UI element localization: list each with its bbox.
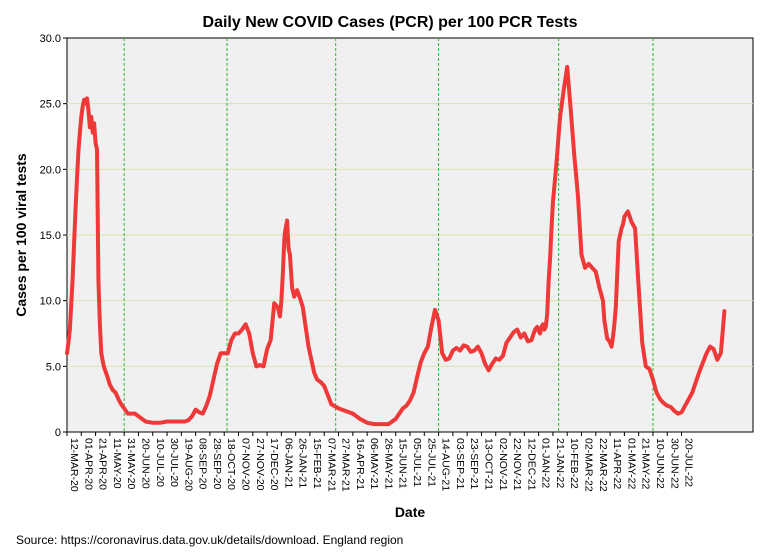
x-tick-label: 20-JUN-20	[139, 438, 151, 489]
x-tick-label: 02-MAR-22	[583, 438, 595, 492]
x-tick-label: 15-FEB-21	[311, 438, 323, 489]
y-tick-label: 15.0	[40, 230, 61, 242]
x-tick-label: 26-JAN-21	[297, 438, 309, 488]
x-tick-label: 01-JAN-22	[540, 438, 552, 488]
x-tick-label: 15-JUN-21	[397, 438, 409, 489]
x-tick-label: 21-APR-20	[97, 438, 109, 490]
y-tick-label: 25.0	[40, 99, 61, 111]
x-tick-label: 03-SEP-21	[454, 438, 466, 490]
x-tick-label: 06-MAY-21	[368, 438, 380, 490]
x-tick-label: 27-NOV-20	[254, 438, 266, 491]
x-tick-label: 07-NOV-20	[240, 438, 252, 491]
y-axis-label: Cases per 100 viral tests	[13, 153, 29, 317]
x-tick-label: 27-MAR-21	[340, 438, 352, 492]
x-tick-label: 07-MAR-21	[325, 438, 337, 492]
x-tick-label: 06-JAN-21	[282, 438, 294, 488]
x-tick-label: 10-JUL-20	[154, 438, 166, 487]
x-tick-label: 12-MAR-20	[68, 438, 80, 492]
chart-title: Daily New COVID Cases (PCR) per 100 PCR …	[203, 14, 578, 31]
x-tick-label: 13-OCT-21	[482, 438, 494, 490]
x-tick-label: 22-MAR-22	[597, 438, 609, 492]
x-tick-label: 21-MAY-22	[640, 438, 652, 490]
y-tick-label: 5.0	[46, 361, 61, 373]
x-tick-label: 31-MAY-20	[125, 438, 137, 490]
x-axis-label: Date	[395, 504, 426, 520]
x-tick-label: 14-AUG-21	[440, 438, 452, 491]
x-tick-label: 23-SEP-21	[468, 438, 480, 490]
reference-lines	[123, 38, 654, 432]
y-axis-ticks: 0 5.0 10.0 15.0 20.0 25.0 30.0	[40, 33, 67, 439]
x-tick-label: 30-JUN-22	[668, 438, 680, 489]
x-tick-label: 19-AUG-20	[182, 438, 194, 491]
x-tick-label: 01-MAY-22	[625, 438, 637, 490]
y-tick-label: 30.0	[40, 33, 61, 45]
x-tick-label: 10-JUN-22	[654, 438, 666, 489]
x-tick-label: 28-SEP-20	[211, 438, 223, 490]
x-tick-label: 17-DEC-20	[268, 438, 280, 491]
x-tick-label: 02-NOV-21	[497, 438, 509, 491]
x-tick-label: 21-JAN-22	[554, 438, 566, 488]
x-tick-label: 12-DEC-21	[525, 438, 537, 491]
x-axis-ticks: 12-MAR-20 01-APR-20 21-APR-20 11-MAY-20 31-M…	[66, 432, 695, 492]
x-tick-label: 11-APR-22	[611, 438, 623, 489]
y-tick-label: 10.0	[40, 296, 61, 308]
x-tick-label: 16-APR-21	[354, 438, 366, 490]
source-note: Source: https://coronavirus.data.gov.uk/…	[16, 533, 403, 547]
x-tick-label: 05-JUL-21	[411, 438, 423, 487]
x-tick-label: 01-APR-20	[82, 438, 94, 490]
y-tick-label: 20.0	[40, 164, 61, 176]
x-tick-label: 22-NOV-21	[511, 438, 523, 491]
x-tick-label: 08-SEP-20	[197, 438, 209, 490]
x-tick-label: 18-OCT-20	[225, 438, 237, 490]
series-line	[65, 64, 727, 427]
x-tick-label: 26-MAY-21	[382, 438, 394, 490]
x-tick-label: 30-JUL-20	[168, 438, 180, 487]
x-tick-label: 10-FEB-22	[568, 438, 580, 489]
x-tick-label: 20-JUL-22	[683, 438, 695, 487]
y-tick-label: 0	[55, 427, 61, 439]
x-tick-label: 25-JUL-21	[425, 438, 437, 487]
x-tick-label: 11-MAY-20	[111, 438, 123, 489]
